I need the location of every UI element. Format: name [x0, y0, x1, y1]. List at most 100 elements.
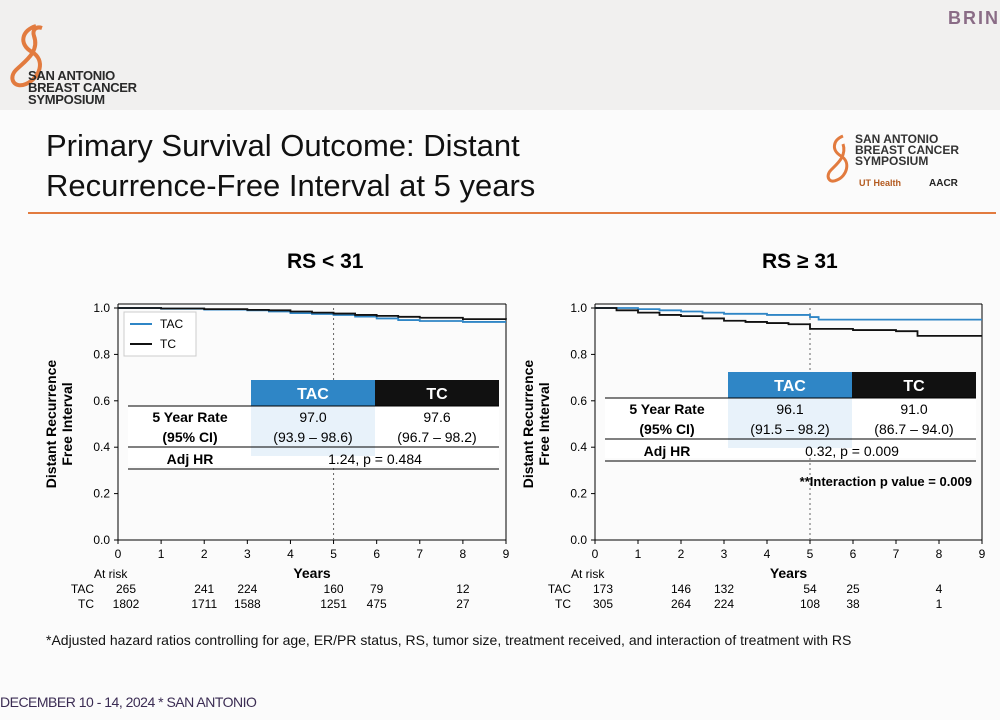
right-table-row2-label: (95% CI) — [639, 421, 694, 437]
right-at-risk-tac-label: TAC — [548, 582, 571, 596]
left-y-tick-label: 0.0 — [93, 533, 110, 547]
left-x-tick-label: 0 — [115, 547, 122, 561]
right-at-risk-tac-value: 4 — [936, 582, 943, 596]
right-x-tick-label: 5 — [807, 547, 814, 561]
left-x-tick-label: 4 — [287, 547, 294, 561]
left-at-risk-tc-label: TC — [78, 597, 94, 611]
sabcs-ribbon-icon — [10, 24, 43, 88]
right-x-tick-label: 7 — [893, 547, 900, 561]
corner-text: BRIN — [948, 8, 1000, 28]
left-y-tick-label: 0.4 — [93, 440, 110, 454]
left-legend-box — [123, 311, 197, 357]
left-at-risk-tac-value: 265 — [116, 582, 136, 596]
left-legend-label-tac: TAC — [160, 317, 183, 331]
right-at-risk-tac-value: 132 — [714, 582, 734, 596]
right-y-tick-label: 0.6 — [570, 394, 587, 408]
sabcs-ribbon-small-icon — [826, 134, 849, 183]
left-y-tick-label: 0.6 — [93, 394, 110, 408]
left-table-header-tc — [375, 380, 499, 406]
right-table-header-tac — [728, 372, 852, 398]
right-x-tick-label: 1 — [635, 547, 642, 561]
left-table-col-tac: TAC — [297, 386, 329, 403]
right-table-tac-bg — [728, 398, 852, 448]
left-at-risk-tc-value: 27 — [456, 597, 470, 611]
right-series-tc — [595, 307, 982, 337]
slide-title: Primary Survival Outcome: Distant Recurr… — [46, 128, 536, 203]
right-x-tick-label: 4 — [764, 547, 771, 561]
right-at-risk-tc-value: 264 — [671, 597, 691, 611]
left-x-tick-label: 9 — [503, 547, 510, 561]
right-series-tac — [595, 307, 982, 321]
left-at-risk-tac-value: 241 — [194, 582, 214, 596]
left-at-risk-tc-value: 475 — [367, 597, 387, 611]
left-at-risk-tac-value: 224 — [237, 582, 257, 596]
left-y-tick-label: 0.8 — [93, 347, 110, 361]
left-table-row2-tac: (93.9 – 98.6) — [273, 429, 352, 445]
left-x-tick-label: 8 — [460, 547, 467, 561]
left-table-tac-bg — [251, 406, 375, 456]
left-table-row2-label: (95% CI) — [162, 429, 217, 445]
left-x-tick-label: 7 — [416, 547, 423, 561]
right-y-axis-label: Distant RecurrenceFree Interval — [520, 360, 552, 489]
left-at-risk-tac-label: TAC — [71, 582, 94, 596]
right-table-row1-tc: 91.0 — [900, 401, 927, 417]
chart-left-title: RS < 31 — [287, 250, 364, 273]
left-x-axis-label: Years — [293, 565, 331, 581]
right-x-tick-label: 8 — [936, 547, 943, 561]
right-at-risk-tac-value: 25 — [846, 582, 860, 596]
right-table-row3-label: Adj HR — [644, 443, 691, 459]
right-at-risk-tc-value: 38 — [846, 597, 860, 611]
right-table-row1-tac: 96.1 — [776, 401, 803, 417]
right-at-risk-tac-value: 146 — [671, 582, 691, 596]
right-at-risk-tc-label: TC — [555, 597, 571, 611]
left-at-risk-tac-value: 160 — [324, 582, 344, 596]
left-table-row1-tc: 97.6 — [423, 409, 450, 425]
right-at-risk-tc-value: 224 — [714, 597, 734, 611]
left-table-row2-tc: (96.7 – 98.2) — [397, 429, 476, 445]
right-x-tick-label: 6 — [850, 547, 857, 561]
left-table-header-tac — [251, 380, 375, 406]
right-table-row3-value: 0.32, p = 0.009 — [805, 443, 899, 459]
right-x-tick-label: 0 — [592, 547, 599, 561]
right-table-col-tac: TAC — [774, 378, 806, 395]
right-table-row2-tc: (86.7 – 94.0) — [874, 421, 953, 437]
title-rule — [28, 212, 996, 214]
right-y-tick-label: 0.4 — [570, 440, 587, 454]
sabcs-logo-small: SAN ANTONIO BREAST CANCER SYMPOSIUM UT H… — [825, 133, 975, 206]
left-table-row1-tac: 97.0 — [299, 409, 326, 425]
right-at-risk-tac-value: 173 — [593, 582, 613, 596]
left-x-tick-label: 3 — [244, 547, 251, 561]
left-at-risk-tc-value: 1251 — [320, 597, 347, 611]
right-x-axis-label: Years — [770, 565, 808, 581]
right-x-tick-label: 9 — [979, 547, 986, 561]
ut-health-logo: UT Health — [859, 178, 902, 188]
left-table-row1-label: 5 Year Rate — [152, 409, 227, 425]
left-x-tick-label: 5 — [330, 547, 337, 561]
left-at-risk-tc-value: 1711 — [191, 597, 217, 611]
right-at-risk-tc-value: 305 — [593, 597, 613, 611]
left-x-tick-label: 1 — [158, 547, 165, 561]
left-at-risk-tac-value: 79 — [370, 582, 384, 596]
date-banner: DECEMBER 10 - 14, 2024 * SAN ANTONIO — [0, 694, 257, 710]
right-x-tick-label: 3 — [721, 547, 728, 561]
left-x-tick-label: 2 — [201, 547, 208, 561]
left-table-row3-value: 1.24, p = 0.484 — [328, 451, 422, 467]
left-at-risk-label: At risk — [94, 567, 128, 581]
left-series-tc — [118, 307, 507, 321]
right-x-tick-label: 2 — [678, 547, 685, 561]
right-table-header-tc — [852, 372, 976, 398]
left-y-tick-label: 0.2 — [93, 487, 110, 501]
right-y-tick-label: 1.0 — [570, 301, 587, 315]
right-table-row2-tac: (91.5 – 98.2) — [750, 421, 829, 437]
left-table-row3-label: Adj HR — [167, 451, 214, 467]
left-y-axis-label: Distant RecurrenceFree Interval — [43, 360, 75, 489]
right-at-risk-tc-value: 108 — [800, 597, 820, 611]
aacr-logo: AACR — [929, 178, 958, 189]
right-y-tick-label: 0.8 — [570, 347, 587, 361]
right-table-row1-label: 5 Year Rate — [629, 401, 704, 417]
right-at-risk-tc-value: 1 — [936, 597, 943, 611]
left-table-col-tc: TC — [426, 386, 448, 403]
left-at-risk-tc-value: 1802 — [113, 597, 140, 611]
